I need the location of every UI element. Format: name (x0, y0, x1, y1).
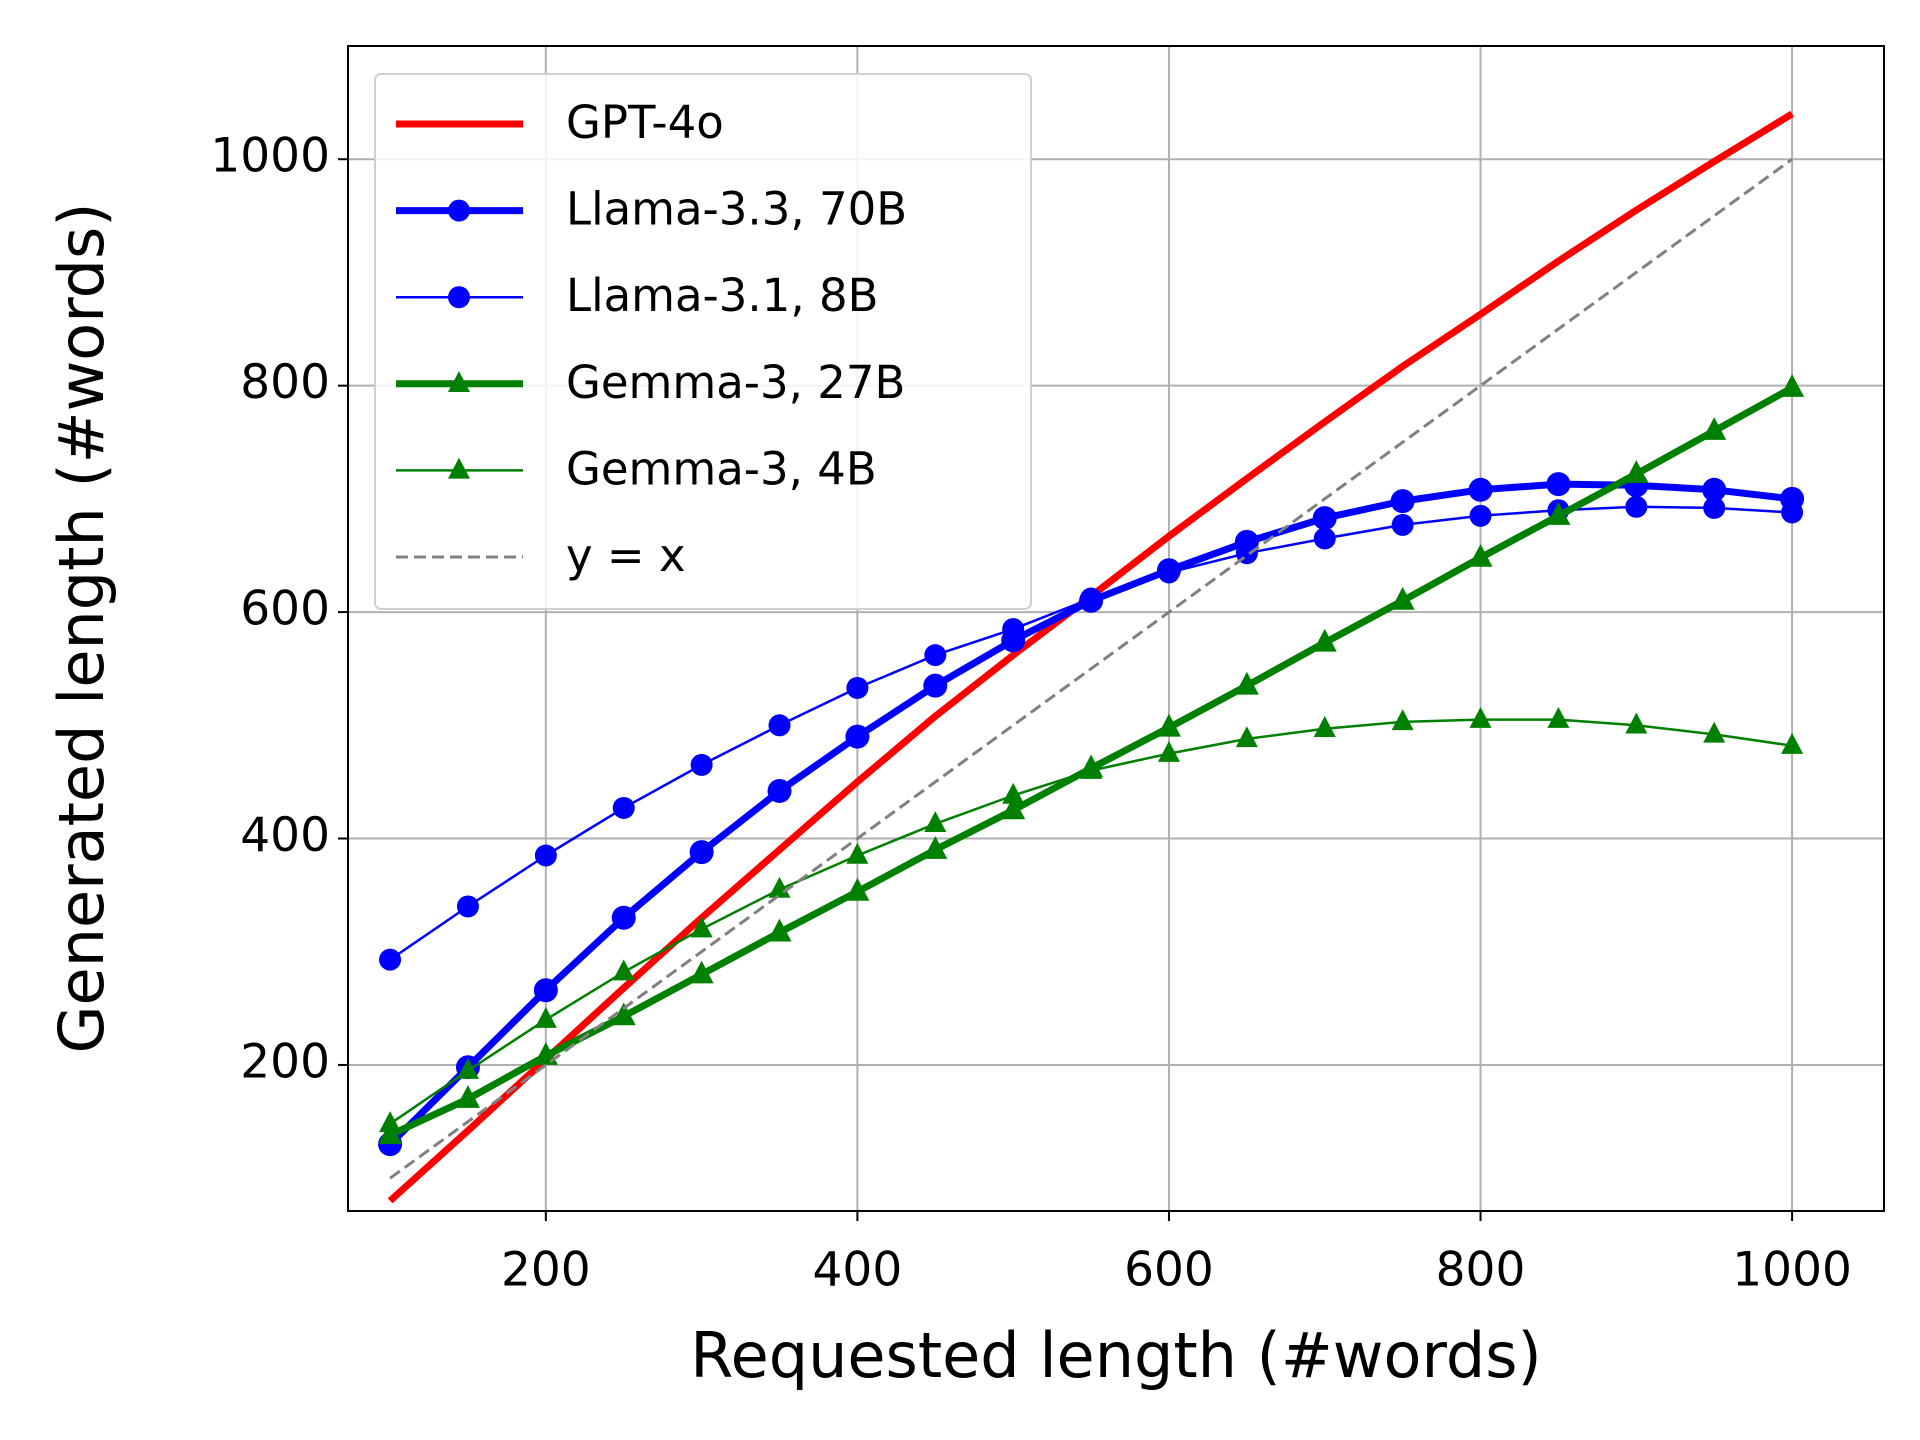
marker (1313, 527, 1336, 550)
marker (612, 959, 635, 981)
y-tick-label: 200 (240, 1034, 330, 1089)
marker (456, 895, 479, 918)
marker (1156, 713, 1181, 737)
marker (923, 836, 948, 859)
marker (846, 842, 869, 864)
marker (845, 724, 870, 749)
marker (767, 918, 792, 942)
plot-frame (347, 45, 1885, 1212)
y-tick-label: 400 (240, 808, 330, 863)
y-tick-label: 1000 (210, 129, 330, 184)
x-tick-label: 800 (1436, 1243, 1526, 1298)
marker (456, 1057, 479, 1079)
marker (689, 840, 714, 865)
marker (690, 916, 713, 938)
marker (612, 796, 635, 819)
series-line (389, 718, 1793, 1125)
marker (1391, 513, 1414, 536)
marker (1391, 709, 1414, 731)
x-tick-label: 200 (501, 1243, 591, 1298)
marker (378, 1121, 403, 1145)
marker (611, 905, 636, 930)
legend-marker (448, 286, 470, 309)
series-line (389, 157, 1793, 1180)
marker (534, 1007, 557, 1028)
legend-label: y = x (566, 529, 686, 582)
marker (455, 1085, 480, 1108)
marker (1390, 586, 1415, 610)
marker (1157, 561, 1180, 584)
marker (1080, 587, 1103, 610)
marker (1625, 495, 1648, 518)
y-tick-label: 600 (240, 582, 330, 637)
legend-marker (448, 199, 470, 222)
marker (1468, 477, 1493, 502)
marker (1703, 496, 1726, 519)
marker (1390, 489, 1415, 514)
marker (1625, 712, 1648, 734)
marker (924, 811, 947, 833)
x-tick-label: 1000 (1732, 1243, 1852, 1298)
marker (1312, 506, 1337, 531)
legend-label: Llama-3.3, 70B (566, 183, 907, 236)
marker (1780, 374, 1805, 397)
marker (1624, 460, 1649, 483)
marker (689, 960, 714, 984)
marker (1702, 477, 1727, 502)
marker (533, 978, 558, 1003)
marker (1781, 501, 1804, 524)
marker (924, 644, 947, 667)
marker (1157, 740, 1180, 762)
marker (1312, 628, 1337, 652)
marker (1546, 502, 1571, 525)
x-axis-label: Requested length (#words) (690, 1319, 1541, 1392)
y-tick-label: 800 (240, 355, 330, 410)
marker (1703, 721, 1726, 743)
marker (534, 844, 557, 867)
marker (1002, 782, 1025, 804)
marker (1235, 726, 1258, 748)
marker (1546, 472, 1571, 497)
marker (846, 676, 869, 699)
x-tick-label: 600 (1124, 1243, 1214, 1298)
marker (1547, 706, 1570, 728)
marker (1001, 796, 1026, 820)
legend-marker (448, 371, 470, 393)
marker (768, 714, 791, 737)
legend-box (374, 73, 1032, 610)
marker (1469, 504, 1492, 527)
marker (379, 948, 402, 971)
x-tick-label: 400 (813, 1243, 903, 1298)
marker (1469, 706, 1492, 728)
marker (1080, 757, 1103, 779)
marker (690, 753, 713, 776)
marker (1234, 671, 1259, 695)
y-axis-label: Generated length (#words) (45, 203, 118, 1054)
marker (845, 877, 870, 901)
marker (1313, 716, 1336, 737)
marker (611, 1002, 636, 1026)
marker (767, 778, 792, 803)
marker (1702, 417, 1727, 440)
legend-label: GPT-4o (566, 96, 724, 149)
legend-label: Gemma-3, 4B (566, 442, 877, 495)
marker (923, 673, 948, 698)
marker (379, 1111, 402, 1133)
marker (1468, 543, 1493, 567)
legend-marker (448, 457, 470, 479)
legend-label: Llama-3.1, 8B (566, 269, 878, 322)
legend-label: Gemma-3, 27B (566, 356, 905, 409)
marker (1002, 618, 1025, 641)
marker (1781, 733, 1804, 754)
